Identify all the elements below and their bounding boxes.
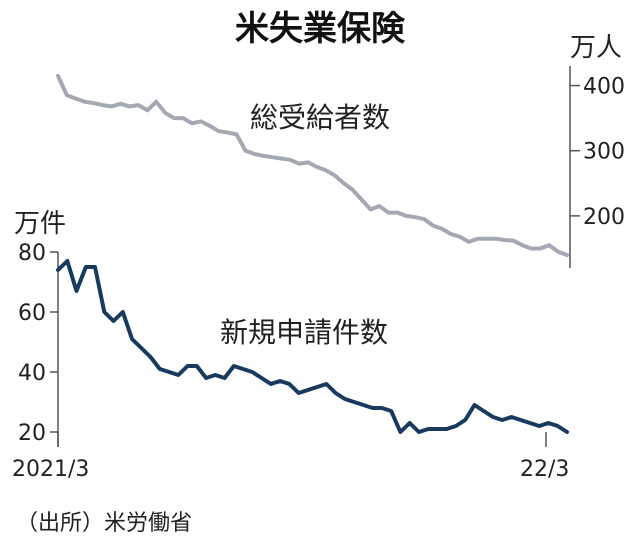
series-line-total-claimants	[56, 73, 569, 257]
x-label-end: 22/3	[520, 457, 569, 482]
left-axis-tick-label: 60	[18, 301, 46, 326]
left-axis-unit: 万件	[14, 209, 66, 239]
source-note: （出所）米労働省	[16, 511, 192, 536]
series-label-new-claims: 新規申請件数	[220, 316, 388, 349]
right-axis-tick-label: 400	[583, 75, 625, 100]
left-axis-tick-label: 40	[18, 361, 46, 386]
left-axis-tick-label: 80	[18, 241, 46, 266]
right-axis-tick-label: 200	[583, 205, 625, 230]
right-axis-unit: 万人	[570, 33, 622, 63]
series-line-new-claims	[56, 259, 569, 434]
right-axis-tick-label: 300	[583, 140, 625, 165]
series-label-total-claimants: 総受給者数	[250, 101, 390, 134]
x-label-start: 2021/3	[12, 457, 89, 482]
left-axis-ticks: 20 40 60 80	[18, 241, 58, 446]
left-axis-tick-label: 20	[18, 421, 46, 446]
chart-title: 米失業保険	[235, 9, 406, 49]
right-axis-ticks: 200 300 400	[570, 75, 625, 230]
